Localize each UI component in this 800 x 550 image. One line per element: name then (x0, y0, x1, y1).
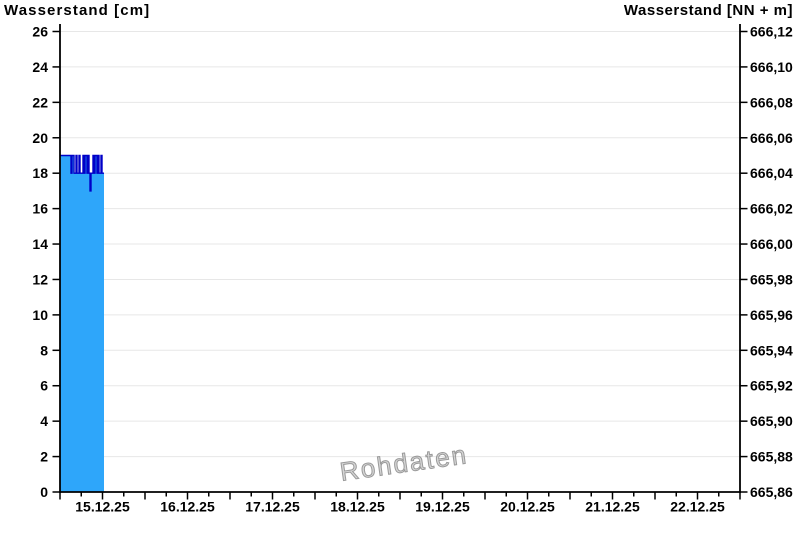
water-level-line (60, 154, 104, 192)
right-tick-label: 665,92 (750, 378, 793, 394)
left-tick-label: 24 (32, 59, 48, 75)
right-tick-label: 665,98 (750, 271, 793, 287)
x-date-label: 15.12.25 (75, 499, 130, 515)
left-axis-title: Wasserstand [cm] (4, 2, 151, 19)
x-date-label: 19.12.25 (415, 499, 470, 515)
right-tick-label: 666,02 (750, 201, 793, 217)
x-date-label: 22.12.25 (670, 499, 725, 515)
right-tick-label: 666,10 (750, 59, 793, 75)
left-tick-label: 22 (32, 94, 48, 110)
left-tick-label: 18 (32, 165, 48, 181)
x-date-label: 16.12.25 (160, 499, 215, 515)
water-level-area (60, 155, 104, 492)
left-tick-label: 4 (40, 413, 48, 429)
right-axis-title: Wasserstand [NN + m] (623, 2, 793, 19)
right-tick-label: 666,04 (750, 165, 793, 181)
left-tick-label: 6 (40, 378, 48, 394)
right-tick-label: 665,94 (750, 342, 793, 358)
right-tick-label: 666,06 (750, 130, 793, 146)
right-tick-label: 665,86 (750, 484, 793, 500)
left-tick-label: 12 (32, 271, 48, 287)
x-date-label: 17.12.25 (245, 499, 300, 515)
left-tick-label: 14 (32, 236, 48, 252)
x-date-label: 21.12.25 (585, 499, 640, 515)
x-date-label: 20.12.25 (500, 499, 555, 515)
left-tick-label: 16 (32, 201, 48, 217)
right-tick-label: 666,12 (750, 24, 793, 40)
left-tick-label: 2 (40, 449, 48, 465)
right-tick-label: 665,90 (750, 413, 793, 429)
left-tick-label: 26 (32, 24, 48, 40)
right-tick-label: 665,88 (750, 449, 793, 465)
right-tick-label: 666,08 (750, 94, 793, 110)
left-tick-label: 8 (40, 342, 48, 358)
right-tick-label: 665,96 (750, 307, 793, 323)
right-tick-label: 666,00 (750, 236, 793, 252)
left-tick-label: 0 (40, 484, 48, 500)
left-tick-label: 10 (32, 307, 48, 323)
left-tick-label: 20 (32, 130, 48, 146)
x-date-label: 18.12.25 (330, 499, 385, 515)
